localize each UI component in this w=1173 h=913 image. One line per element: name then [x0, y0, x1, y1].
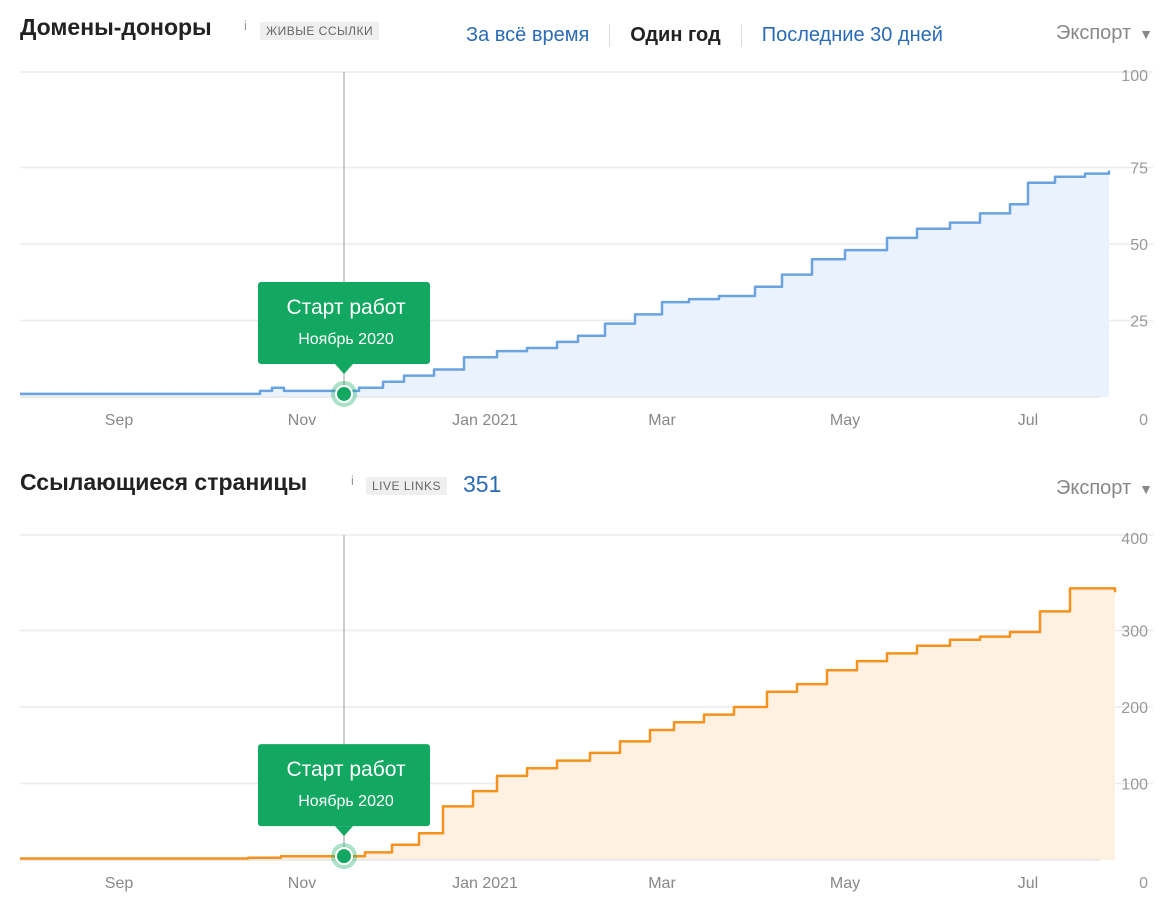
x-tick-label: Jan 2021	[452, 412, 518, 429]
x-tick-label: Sep	[105, 412, 134, 429]
live-links-badge: LIVE LINKS	[366, 477, 448, 495]
tooltip-pointer	[335, 363, 353, 374]
export-button[interactable]: Экспорт ▼	[1056, 477, 1153, 500]
tooltip-title: Старт работ	[286, 758, 406, 781]
tooltip-pointer	[335, 826, 353, 837]
tooltip-box	[258, 281, 430, 364]
live-links-badge: ЖИВЫЕ ССЫЛКИ	[260, 22, 380, 40]
tooltip-subtitle: Ноябрь 2020	[298, 331, 394, 348]
x-tick-label: Nov	[288, 875, 316, 892]
export-button[interactable]: Экспорт ▼	[1056, 22, 1153, 45]
referring-domains-panel: Домены-доноры i ЖИВЫЕ ССЫЛКИ За всё врем…	[0, 0, 1173, 450]
annotation-marker	[335, 847, 353, 866]
y-tick-label: 100	[1121, 777, 1148, 794]
tab-one-year[interactable]: Один год	[610, 23, 742, 47]
panel-header: Домены-доноры i ЖИВЫЕ ССЫЛКИ За всё врем…	[20, 12, 1153, 56]
series-line	[20, 587, 1117, 860]
referring-pages-chart: Sep Nov Jan 2021 Mar May Jul 0 100 200 300 400 Стар…	[20, 531, 1153, 892]
y-tick-label: 0	[1139, 412, 1148, 429]
referring-pages-count: 351	[463, 471, 502, 497]
annotation-tooltip: Старт работ Ноябрь 2020	[258, 281, 430, 374]
y-tick-label: 400	[1121, 531, 1148, 548]
x-tick-label: Mar	[648, 412, 676, 429]
panel-header: Ссылающиеся страницы i LIVE LINKS 351 Эк…	[20, 467, 1153, 511]
tab-last-30-days[interactable]: Последние 30 дней	[761, 23, 943, 46]
tooltip-subtitle: Ноябрь 2020	[298, 793, 394, 810]
export-label: Экспорт	[1055, 22, 1132, 44]
panel-title: Домены-доноры	[20, 14, 212, 40]
y-tick-label: 200	[1121, 700, 1148, 717]
y-tick-label: 25	[1130, 314, 1148, 331]
series-line	[20, 170, 1111, 396]
y-tick-label: 300	[1121, 624, 1148, 641]
y-tick-label: 50	[1130, 237, 1148, 254]
x-tick-label: Jul	[1018, 412, 1038, 429]
x-tick-label: May	[830, 875, 860, 892]
info-icon[interactable]: i	[244, 18, 247, 33]
annotation-marker	[335, 384, 353, 403]
y-tick-label: 100	[1121, 68, 1148, 85]
y-tick-label: 0	[1139, 875, 1148, 892]
series-area	[20, 170, 1109, 397]
x-tick-label: Jul	[1018, 875, 1038, 892]
x-tick-label: Mar	[648, 875, 676, 892]
x-tick-label: May	[830, 412, 860, 429]
tab-all-time[interactable]: За всё время	[446, 23, 611, 47]
info-icon[interactable]: i	[351, 473, 354, 488]
referring-pages-panel: Ссылающиеся страницы i LIVE LINKS 351 Эк…	[0, 455, 1173, 913]
caret-down-icon: ▼	[1139, 25, 1153, 42]
referring-domains-chart: Sep Nov Jan 2021 Mar May Jul 0 25 50 75 100 Старт р…	[20, 68, 1153, 429]
tooltip-box	[258, 744, 430, 827]
x-tick-label: Sep	[105, 875, 134, 892]
panel-title: Ссылающиеся страницы	[20, 469, 308, 495]
series-area	[20, 588, 1115, 860]
export-label: Экспорт	[1055, 477, 1132, 499]
annotation-tooltip: Старт работ Ноябрь 2020	[258, 744, 430, 837]
x-tick-label: Jan 2021	[452, 875, 518, 892]
x-tick-label: Nov	[288, 412, 316, 429]
tooltip-title: Старт работ	[286, 296, 406, 319]
y-tick-label: 75	[1130, 161, 1148, 178]
caret-down-icon: ▼	[1139, 480, 1153, 497]
period-tabs: За всё время Один год Последние 30 дней	[446, 20, 963, 50]
